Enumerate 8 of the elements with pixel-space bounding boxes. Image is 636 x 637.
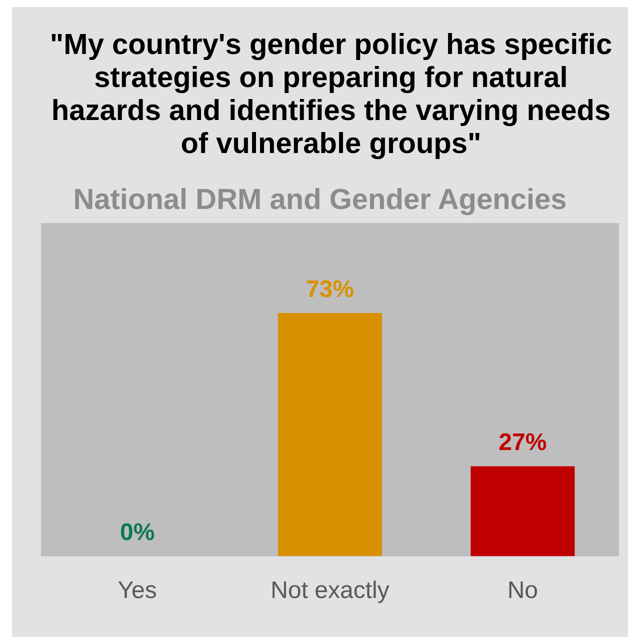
x-tick-label: No [507,577,538,604]
data-label: 73% [306,276,354,303]
chart-title: "My country's gender policy has specific strategies on preparing for natural hazards and identifies the varying needs of vulnerable groups" [48,29,614,161]
data-label: 0% [120,519,155,546]
chart-subtitle: National DRM and Gender Agencies [72,184,568,217]
x-tick-label: Yes [118,577,157,604]
data-label: 27% [498,429,547,456]
x-tick-label: Not exactly [270,577,390,604]
